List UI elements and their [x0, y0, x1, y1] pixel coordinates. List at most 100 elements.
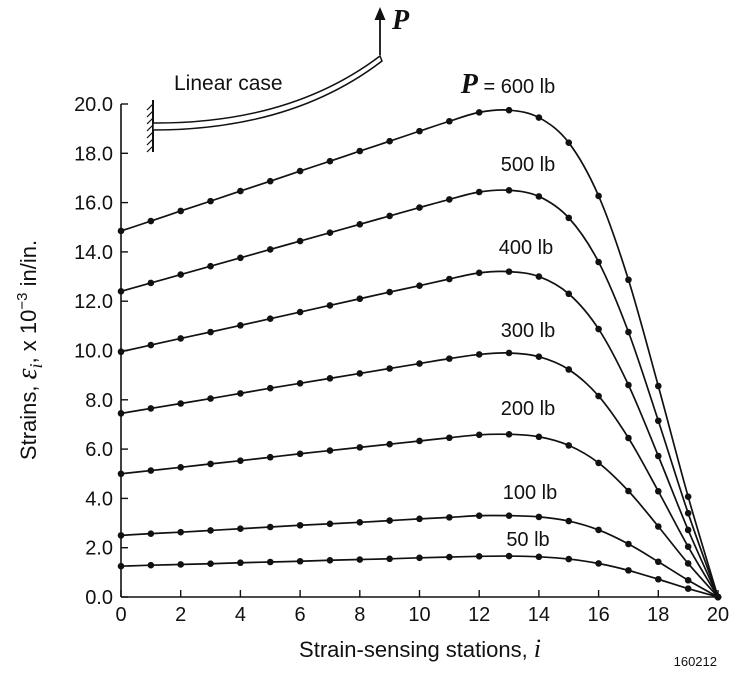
- y-ticks: 0.0 2.0 4.0 6.0 8.0 10.0 12.0 14.0 16.0 18.0 20.0: [74, 94, 128, 609]
- wall-hatching: [146, 103, 154, 153]
- y-tick-label: 16.0: [74, 193, 113, 215]
- data-point: [684, 493, 692, 500]
- data-point: [237, 525, 244, 533]
- y-tick-label: 6.0: [85, 439, 113, 461]
- data-point: [356, 444, 364, 451]
- data-point: [117, 470, 125, 478]
- data-point: [505, 349, 513, 357]
- series-curves: [120, 109, 719, 598]
- data-point: [625, 540, 632, 548]
- data-point: [266, 315, 274, 323]
- x-tick-label: 4: [235, 604, 246, 626]
- data-point: [177, 335, 184, 342]
- data-point: [207, 262, 214, 270]
- data-point: [475, 512, 483, 519]
- load-label: P: [391, 5, 410, 36]
- data-point: [296, 557, 304, 565]
- y-tick-label: 20.0: [74, 94, 113, 116]
- series-line-600-lb: [120, 109, 719, 598]
- data-point: [535, 273, 543, 280]
- data-point: [625, 487, 632, 495]
- data-point: [177, 400, 184, 407]
- figure-number: 160212: [674, 654, 717, 669]
- data-point: [207, 328, 214, 336]
- x-tick-label: 6: [295, 604, 306, 626]
- data-point: [416, 204, 423, 211]
- data-point: [117, 227, 125, 235]
- data-point: [356, 556, 364, 563]
- data-point: [535, 513, 543, 521]
- data-point: [625, 567, 632, 574]
- x-tick-label: 8: [354, 604, 365, 626]
- data-point: [296, 308, 304, 316]
- data-point: [147, 467, 155, 474]
- data-point: [684, 560, 692, 567]
- data-point: [326, 556, 334, 564]
- data-point: [416, 360, 423, 367]
- data-point: [595, 526, 602, 534]
- data-point: [117, 288, 125, 295]
- y-tick-label: 8.0: [85, 390, 113, 412]
- data-point: [595, 560, 602, 567]
- data-point: [565, 290, 573, 298]
- data-point: [655, 452, 662, 460]
- data-point: [475, 431, 483, 439]
- data-point: [117, 562, 125, 570]
- load-arrow-icon: [374, 7, 386, 20]
- data-point: [237, 187, 244, 195]
- data-point: [416, 282, 423, 289]
- data-point: [625, 276, 632, 284]
- x-axis-label: Strain-sensing stations, i: [299, 634, 541, 663]
- data-point: [416, 515, 423, 523]
- series-label: 200 lb: [501, 398, 556, 420]
- data-point: [237, 322, 244, 329]
- data-point: [475, 351, 483, 358]
- data-point: [655, 558, 662, 566]
- data-point: [535, 193, 543, 200]
- data-point: [505, 106, 513, 114]
- data-point: [505, 268, 513, 275]
- data-point: [356, 370, 364, 377]
- data-point: [505, 186, 513, 194]
- data-point: [505, 512, 513, 519]
- inset-label: Linear case: [174, 72, 283, 95]
- data-point: [684, 576, 692, 584]
- data-point: [266, 558, 274, 566]
- data-point: [595, 325, 602, 333]
- series-label: 300 lb: [501, 320, 556, 342]
- data-point: [207, 460, 214, 468]
- data-point: [266, 453, 274, 461]
- x-tick-label: 20: [707, 604, 729, 626]
- data-point: [266, 177, 274, 185]
- data-point: [296, 379, 304, 387]
- data-point: [117, 532, 125, 539]
- data-point: [326, 302, 334, 309]
- data-point: [207, 395, 214, 402]
- data-point: [625, 434, 632, 442]
- data-point: [446, 553, 453, 561]
- x-tick-label: 2: [175, 604, 186, 626]
- y-tick-label: 12.0: [74, 291, 113, 313]
- y-axis-label: Strains,εi, x 10−3 in/in.: [12, 240, 46, 460]
- data-point: [475, 553, 483, 560]
- data-point: [505, 431, 513, 438]
- data-point: [266, 384, 274, 392]
- y-tick-label: 10.0: [74, 341, 113, 363]
- series-line-500-lb: [120, 189, 719, 598]
- data-point: [207, 197, 214, 205]
- data-point: [356, 147, 364, 155]
- data-point: [386, 517, 393, 524]
- x-tick-label: 18: [647, 604, 669, 626]
- series-labels: 50 lb 100 lb 200 lb 300 lb 400 lb 500 lb P = 6…: [460, 69, 557, 551]
- data-point: [147, 341, 155, 349]
- data-point: [595, 258, 602, 266]
- data-point: [266, 246, 274, 253]
- x-ticks: 0 2 4 6 8 10 12 14 16 18 20: [115, 590, 729, 626]
- data-point: [386, 365, 393, 372]
- data-point: [595, 459, 602, 467]
- data-point: [177, 271, 184, 278]
- data-point: [535, 433, 543, 441]
- data-point: [446, 275, 453, 283]
- data-point: [416, 127, 423, 135]
- data-point: [684, 526, 692, 534]
